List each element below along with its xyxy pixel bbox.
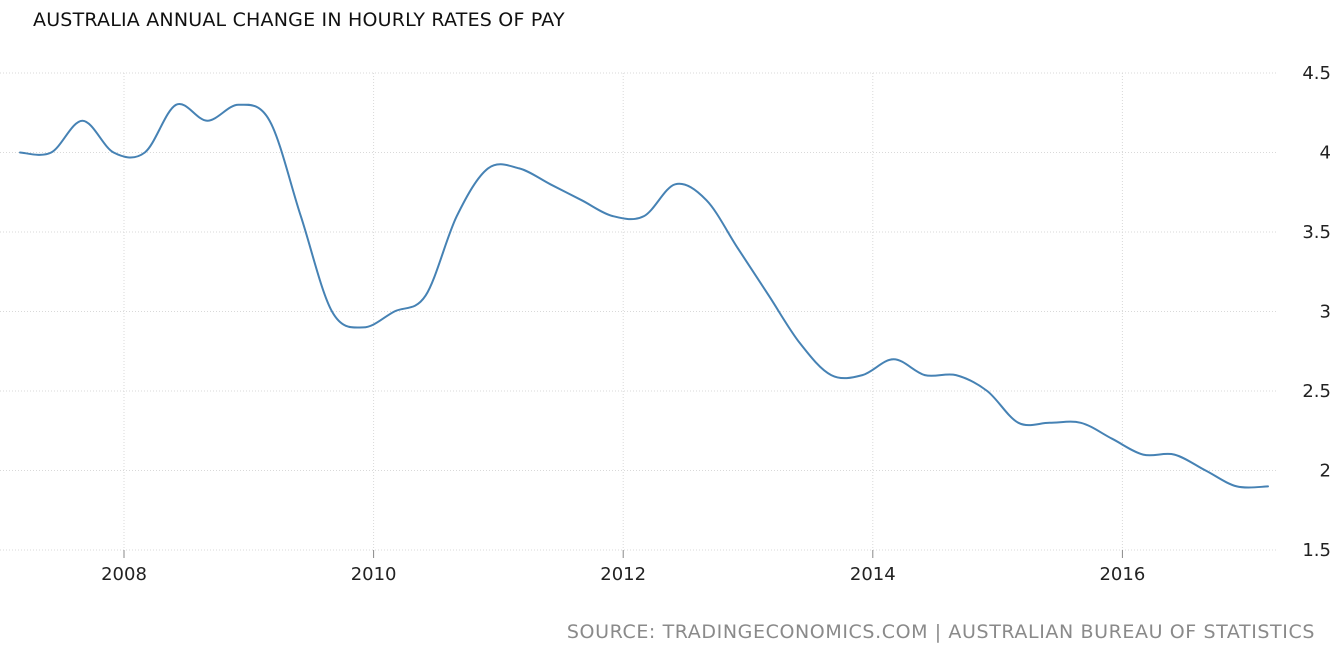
data-point: [423, 293, 429, 299]
data-point: [922, 372, 928, 378]
data-point: [204, 118, 210, 124]
data-point: [1078, 420, 1084, 426]
data-point: [703, 197, 709, 203]
y-axis-ticks: 1.5 2 2.5 3 3.5 4 4.5: [1302, 63, 1331, 561]
data-point: [173, 102, 179, 108]
x-tick-label: 2010: [351, 564, 397, 585]
data-point: [1109, 436, 1115, 442]
data-point: [672, 181, 678, 187]
y-tick-label: 1.5: [1302, 540, 1331, 561]
x-tick-label: 2012: [600, 564, 646, 585]
data-point: [641, 213, 647, 219]
data-point: [1140, 452, 1146, 458]
y-tick-label: 3.5: [1302, 222, 1331, 243]
y-tick-label: 2: [1320, 461, 1331, 482]
data-point: [579, 197, 585, 203]
data-point: [329, 309, 335, 315]
data-point: [360, 324, 366, 330]
data-point: [953, 372, 959, 378]
data-point: [828, 372, 834, 378]
data-point: [17, 150, 23, 156]
series-layer: [17, 102, 1271, 489]
data-point: [516, 165, 522, 171]
data-point: [1047, 420, 1053, 426]
chart-title: AUSTRALIA ANNUAL CHANGE IN HOURLY RATES …: [33, 9, 565, 31]
data-point: [111, 150, 117, 156]
data-point: [267, 118, 273, 124]
data-point: [766, 293, 772, 299]
y-tick-label: 4.5: [1302, 63, 1331, 84]
data-point: [454, 213, 460, 219]
data-point: [48, 150, 54, 156]
x-tick-label: 2014: [850, 564, 896, 585]
data-point: [1015, 420, 1021, 426]
x-tick-label: 2016: [1099, 564, 1145, 585]
data-point: [391, 309, 397, 315]
series-line: [19, 102, 1269, 489]
x-axis-ticks: 2008 2010 2012 2014 2016: [101, 550, 1145, 585]
data-point: [735, 245, 741, 251]
gridlines: [0, 72, 1277, 551]
data-point: [797, 340, 803, 346]
data-point: [547, 181, 553, 187]
data-point: [79, 118, 85, 124]
data-point: [859, 372, 865, 378]
data-point: [298, 213, 304, 219]
data-point: [1265, 483, 1271, 489]
data-point: [142, 150, 148, 156]
data-point: [235, 102, 241, 108]
source-credit: SOURCE: TRADINGECONOMICS.COM | AUSTRALIA…: [566, 621, 1315, 643]
x-tick-label: 2008: [101, 564, 147, 585]
y-tick-label: 4: [1320, 143, 1331, 164]
y-tick-label: 2.5: [1302, 381, 1331, 402]
data-point: [610, 213, 616, 219]
data-point: [1171, 452, 1177, 458]
y-tick-label: 3: [1320, 302, 1331, 323]
data-point: [1203, 468, 1209, 474]
data-point: [891, 356, 897, 362]
data-point: [1234, 483, 1240, 489]
data-point: [485, 165, 491, 171]
data-point: [984, 388, 990, 394]
